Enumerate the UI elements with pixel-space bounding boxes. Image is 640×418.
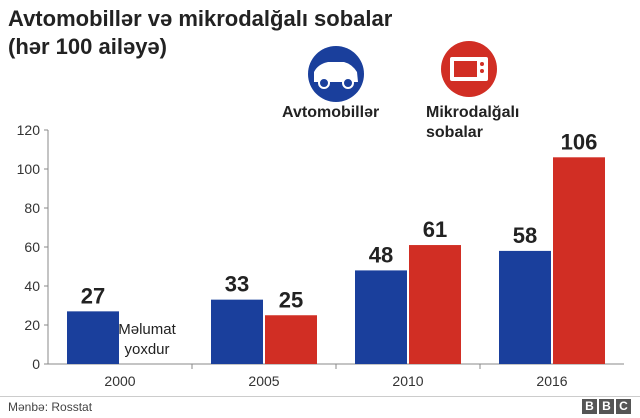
bar-cars [499,250,551,364]
bbc-logo-letter: C [616,399,631,414]
y-tick-label: 60 [24,239,40,255]
bar-cars [211,299,263,364]
chart-title: Avtomobillər və mikrodalğalı sobalar [8,6,393,31]
bbc-logo-letter: B [599,399,614,414]
microwave-icon [441,41,497,97]
y-tick-label: 0 [32,356,40,372]
data-label: 106 [561,129,598,154]
legend-cars-label: Avtomobillər [282,104,380,121]
bar-chart: 0 20 40 60 80 100 120 2000 2005 2010 2016 27 Məluma… [17,41,624,389]
y-tick-label: 20 [24,317,40,333]
y-tick-label: 120 [17,122,41,138]
car-icon [308,46,364,102]
bar-cars [67,311,119,364]
bar-cars [355,270,407,364]
data-label: 48 [369,242,393,267]
no-data-note: Məlumat [118,321,176,338]
data-label: 27 [81,283,105,308]
data-label: 58 [513,223,537,248]
legend-micro-label-line1: Mikrodalğalı [426,104,520,121]
y-tick-label: 80 [24,200,40,216]
y-tick-label: 100 [17,161,41,177]
legend-micro-label-line2: sobalar [426,124,483,141]
data-label: 25 [279,287,303,312]
bar-microwaves [409,245,461,364]
data-label: 61 [423,217,447,242]
no-data-note: yoxdur [124,341,169,358]
bbc-logo: B B C [582,399,631,414]
footer-divider [0,396,640,397]
source-note: Mənbə: Rosstat [8,400,93,414]
x-tick-label: 2016 [536,373,567,389]
x-tick-label: 2000 [104,373,135,389]
chart-subtitle: (hər 100 ailəyə) [8,34,167,59]
x-tick-label: 2005 [248,373,279,389]
x-tick-label: 2010 [392,373,423,389]
bar-microwaves [553,157,605,364]
y-tick-label: 40 [24,278,40,294]
bar-microwaves [265,315,317,364]
bbc-logo-letter: B [582,399,597,414]
data-label: 33 [225,272,249,297]
